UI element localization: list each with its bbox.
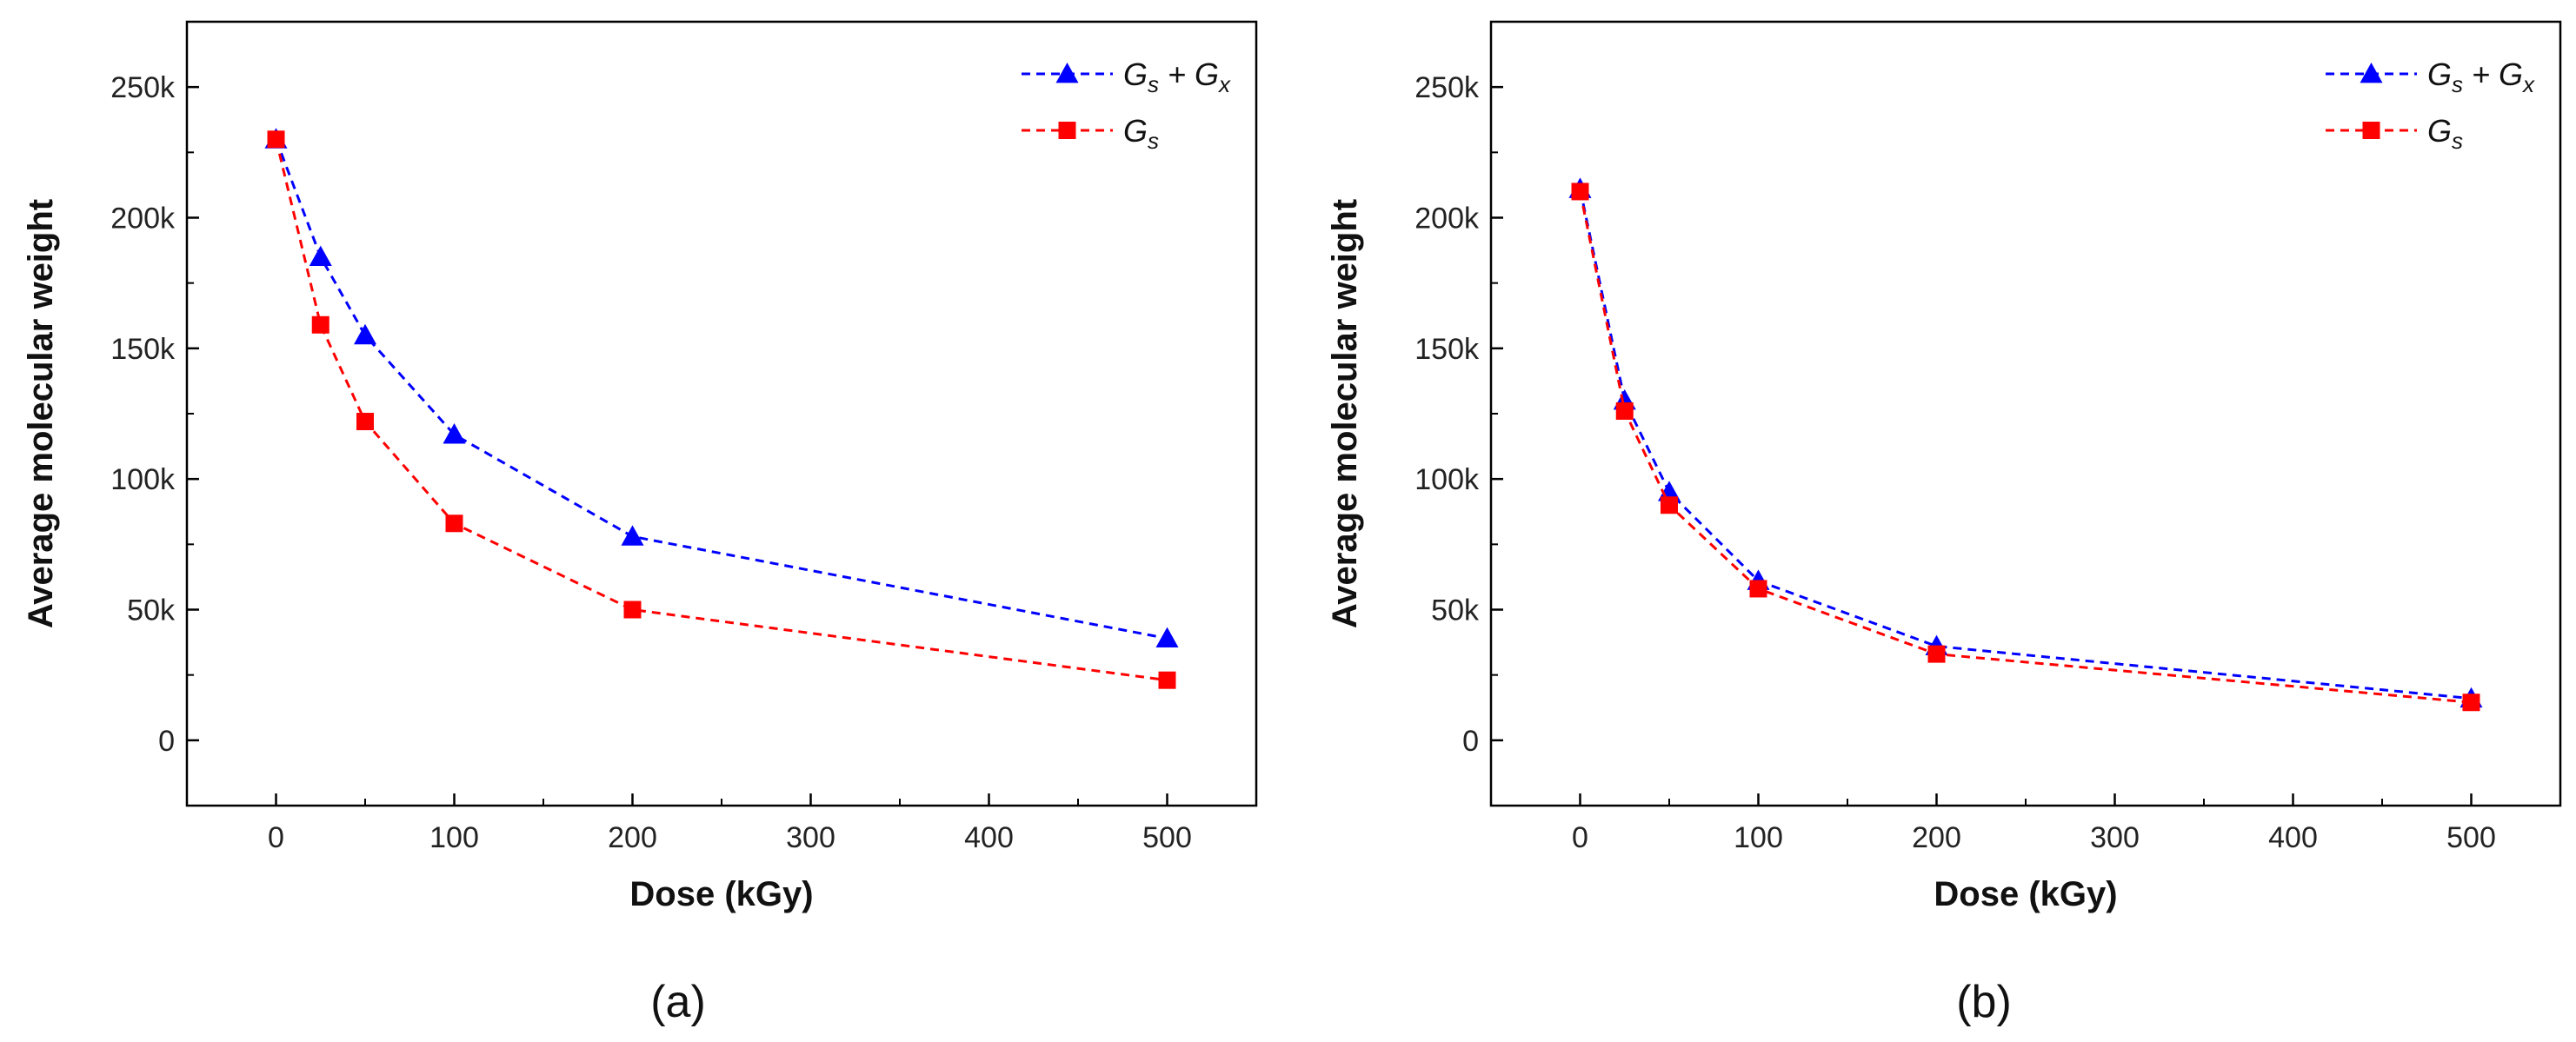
y-tick-label: 250k bbox=[110, 71, 176, 104]
legend-marker bbox=[2362, 122, 2380, 139]
data-point bbox=[309, 245, 332, 266]
legend-label-main: G bbox=[2427, 56, 2452, 92]
chart-panel-a: 0 50k 100k 150k 200k 250k 0 100 200 300 400 500 Dose… bbox=[22, 20, 1258, 1027]
y-axis-title: Average molecular weight bbox=[22, 199, 60, 628]
legend-label-sub: s bbox=[1148, 71, 1159, 97]
series-line bbox=[1579, 189, 2472, 700]
data-point bbox=[623, 601, 642, 619]
x-tick-label: 0 bbox=[1572, 821, 1588, 854]
x-axis-title: Dose (kGy) bbox=[1934, 875, 2117, 913]
x-tick-label: 200 bbox=[608, 821, 657, 854]
data-point bbox=[267, 130, 285, 149]
data-point bbox=[356, 413, 374, 431]
data-point bbox=[1927, 645, 1946, 663]
data-point bbox=[1749, 580, 1767, 598]
legend-label: Gs bbox=[2427, 113, 2463, 154]
data-point bbox=[445, 514, 463, 533]
y-tick-label: 150k bbox=[1414, 333, 1480, 366]
data-point bbox=[1158, 671, 1176, 689]
y-tick-label: 50k bbox=[1431, 594, 1480, 627]
data-point bbox=[2462, 694, 2480, 712]
legend-label: Gs bbox=[1123, 113, 1159, 154]
legend-marker bbox=[1055, 63, 1079, 83]
y-tick-label: 200k bbox=[1414, 202, 1480, 236]
plot-frame bbox=[1489, 20, 2562, 807]
data-point bbox=[443, 423, 466, 444]
series-line bbox=[1579, 191, 2472, 704]
legend-marker bbox=[1058, 122, 1076, 139]
data-point bbox=[354, 323, 376, 345]
y-tick-label: 150k bbox=[110, 333, 176, 366]
data-point bbox=[311, 315, 329, 334]
legend-label-sub: s bbox=[2452, 128, 2463, 154]
x-tick-label: 500 bbox=[2446, 821, 2496, 854]
y-tick-label: 0 bbox=[1462, 725, 1479, 758]
x-tick-label: 100 bbox=[429, 821, 479, 854]
series-line bbox=[275, 138, 1168, 640]
x-tick-label: 400 bbox=[2268, 821, 2318, 854]
y-tick-label: 250k bbox=[1414, 71, 1480, 104]
legend-label-sub: s bbox=[1148, 128, 1159, 154]
y-tick-label: 50k bbox=[127, 594, 176, 627]
data-point bbox=[1615, 402, 1634, 420]
data-point bbox=[1155, 627, 1179, 647]
x-tick-label: 500 bbox=[1142, 821, 1192, 854]
legend-label-sub: s bbox=[2452, 71, 2463, 97]
legend-label-sub2: x bbox=[2521, 71, 2535, 97]
panel-label: (b) bbox=[1956, 977, 2012, 1027]
data-point bbox=[1661, 496, 1678, 514]
legend-label-main: G bbox=[2427, 113, 2452, 149]
legend-label: Gs + Gx bbox=[2427, 56, 2535, 97]
data-point bbox=[1571, 183, 1589, 201]
x-tick-label: 300 bbox=[786, 821, 835, 854]
legend-label-plus: + G bbox=[2463, 56, 2523, 92]
x-tick-label: 100 bbox=[1734, 821, 1783, 854]
x-axis-title: Dose (kGy) bbox=[629, 875, 813, 913]
y-tick-label: 200k bbox=[110, 202, 176, 236]
legend-marker bbox=[2360, 63, 2383, 83]
y-tick-label: 100k bbox=[110, 463, 176, 496]
legend-label-main: G bbox=[1123, 113, 1148, 149]
y-tick-label: 100k bbox=[1414, 463, 1480, 496]
series-line bbox=[275, 138, 1168, 682]
y-axis-title: Average molecular weight bbox=[1326, 199, 1364, 628]
data-point bbox=[621, 525, 644, 546]
legend-label: Gs + Gx bbox=[1123, 56, 1231, 97]
legend-label-sub2: x bbox=[1217, 71, 1231, 97]
plot-frame bbox=[185, 20, 1258, 807]
x-tick-label: 400 bbox=[964, 821, 1014, 854]
chart-panel-b: 0 50k 100k 150k 200k 250k 0 100 200 300 400 500 Dose… bbox=[1326, 20, 2562, 1027]
y-tick-label: 0 bbox=[158, 725, 175, 758]
legend-label-plus: + G bbox=[1159, 56, 1219, 92]
panel-label: (a) bbox=[650, 977, 706, 1027]
x-tick-label: 300 bbox=[2090, 821, 2140, 854]
legend-label-main: G bbox=[1123, 56, 1148, 92]
x-tick-label: 200 bbox=[1912, 821, 1961, 854]
x-tick-label: 0 bbox=[268, 821, 284, 854]
